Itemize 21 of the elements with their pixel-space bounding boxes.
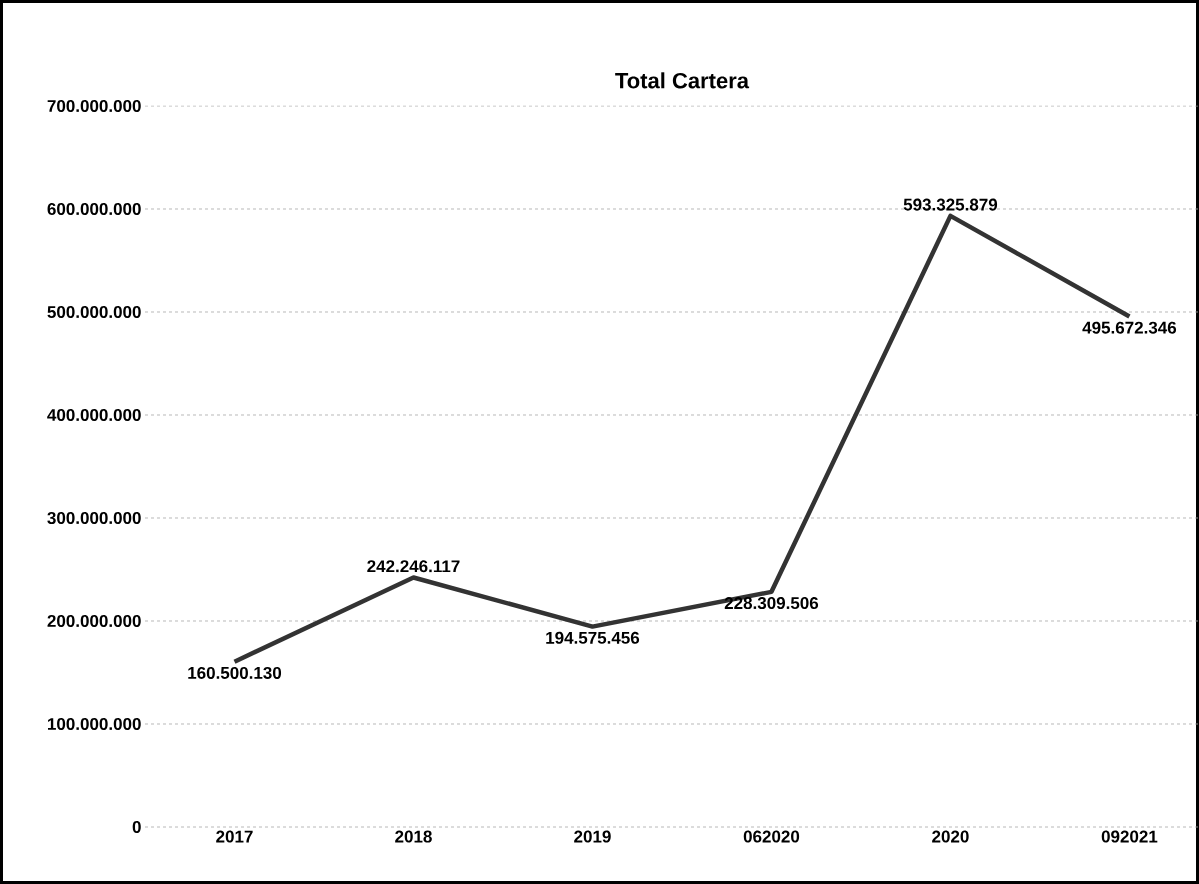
data-label: 495.672.346: [1082, 321, 1177, 334]
data-label: 194.575.456: [546, 631, 640, 644]
x-tick-label: 062020: [743, 830, 800, 843]
y-tick-label: 400.000.000: [47, 408, 141, 422]
data-label: 228.309.506: [724, 597, 819, 610]
y-tick-label: 600.000.000: [47, 202, 141, 216]
x-tick-label: 2018: [395, 830, 432, 843]
x-tick-label: 2019: [574, 830, 611, 843]
y-tick-label: 300.000.000: [47, 511, 141, 525]
data-label: 593.325.879: [903, 198, 998, 211]
x-tick-label: 2020: [932, 830, 969, 843]
data-label: 242.246.117: [367, 560, 460, 573]
chart-title: Total Cartera: [615, 72, 750, 89]
y-tick-label: 100.000.000: [48, 717, 141, 731]
x-tick-label: 092021: [1101, 830, 1158, 843]
y-tick-label: 200.000.000: [47, 614, 141, 628]
data-label: 160.500.130: [188, 666, 282, 679]
y-tick-label: 500.000.000: [47, 305, 141, 319]
y-tick-label: 700.000.000: [47, 99, 141, 113]
y-tick-label: 0: [132, 820, 141, 834]
x-tick-label: 2017: [216, 830, 253, 843]
